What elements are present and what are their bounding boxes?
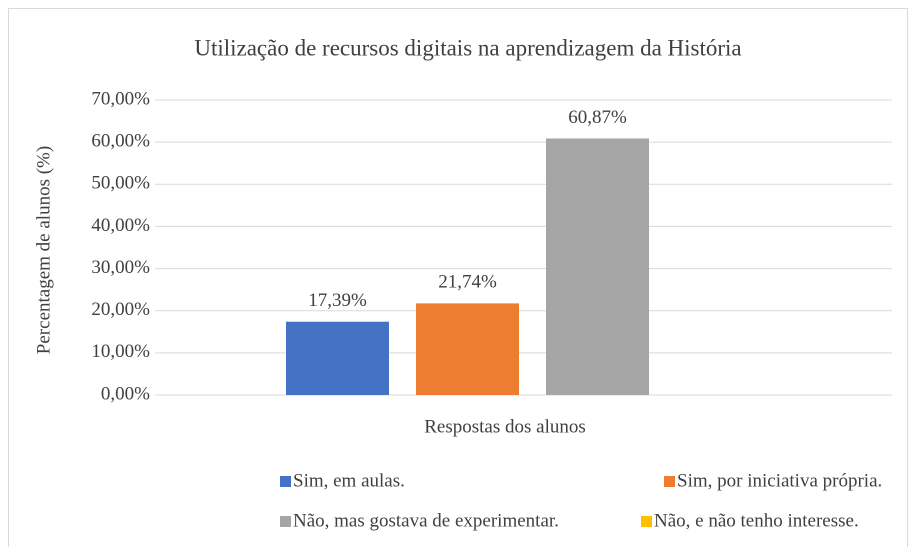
y-tick-label: 30,00%	[91, 257, 150, 278]
bar	[416, 303, 519, 395]
legend-swatch	[641, 516, 652, 527]
y-axis-label: Percentagem de alunos (%)	[33, 146, 54, 354]
bar	[546, 138, 649, 395]
data-label: 60,87%	[568, 107, 627, 128]
bar	[286, 321, 389, 395]
legend-swatch	[664, 476, 675, 487]
x-axis-label: Respostas dos alunos	[424, 416, 586, 437]
y-tick-label: 0,00%	[101, 383, 150, 404]
legend-label: Não, e não tenho interesse.	[654, 510, 859, 531]
y-tick-label: 70,00%	[91, 88, 150, 109]
legend-swatch	[280, 476, 291, 487]
legend-label: Sim, por iniciativa própria.	[677, 470, 882, 491]
legend-label: Não, mas gostava de experimentar.	[293, 510, 559, 531]
legend-swatch	[280, 516, 291, 527]
y-tick-label: 60,00%	[91, 131, 150, 152]
chart-title: Utilização de recursos digitais na apren…	[194, 35, 741, 60]
y-tick-label: 40,00%	[91, 215, 150, 236]
y-tick-label: 50,00%	[91, 173, 150, 194]
data-label: 17,39%	[308, 290, 367, 311]
legend-label: Sim, em aulas.	[293, 470, 405, 491]
data-label: 21,74%	[438, 272, 497, 293]
y-tick-label: 10,00%	[91, 341, 150, 362]
y-tick-label: 20,00%	[91, 299, 150, 320]
chart-frame	[8, 8, 908, 547]
